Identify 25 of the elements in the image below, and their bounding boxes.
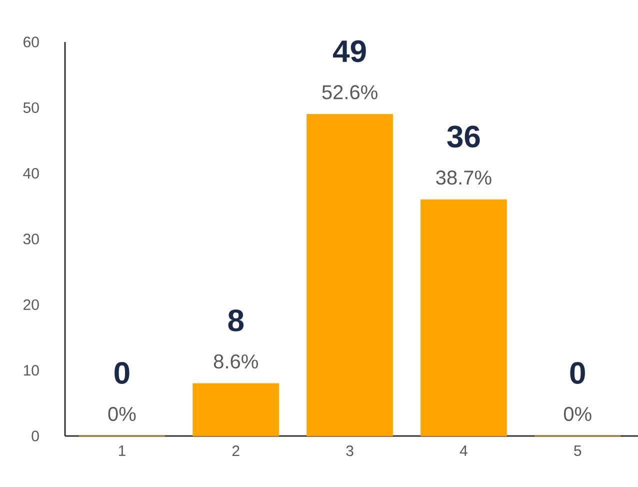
data-label: 49 — [333, 40, 366, 62]
data-label: 36 — [447, 126, 480, 148]
x-tick-label: 5 — [574, 446, 582, 456]
annotation: 52.6% — [322, 85, 378, 100]
y-tick-label: 0 — [32, 430, 39, 442]
data-label: 8 — [228, 309, 244, 332]
bar — [306, 114, 393, 436]
x-tick-label: 2 — [232, 446, 240, 456]
y-tick-label: 20 — [24, 299, 39, 310]
x-tick-label: 4 — [460, 446, 468, 456]
bar — [192, 383, 280, 436]
annotation: 0% — [564, 406, 592, 422]
annotation: 8.6% — [214, 354, 258, 369]
x-tick-label: 3 — [346, 446, 354, 456]
data-label: 0 — [114, 362, 130, 384]
annotation: 38.7% — [436, 170, 492, 185]
y-tick-label: 60 — [24, 36, 39, 48]
x-tick-label: 1 — [118, 446, 126, 456]
bar — [420, 199, 507, 436]
y-tick-label: 50 — [23, 102, 39, 113]
annotation: 0% — [108, 406, 136, 422]
y-tick-label: 40 — [23, 168, 39, 179]
data-label: 0 — [570, 362, 585, 384]
y-tick-label: 10 — [24, 365, 39, 376]
y-tick-label: 30 — [23, 234, 39, 244]
